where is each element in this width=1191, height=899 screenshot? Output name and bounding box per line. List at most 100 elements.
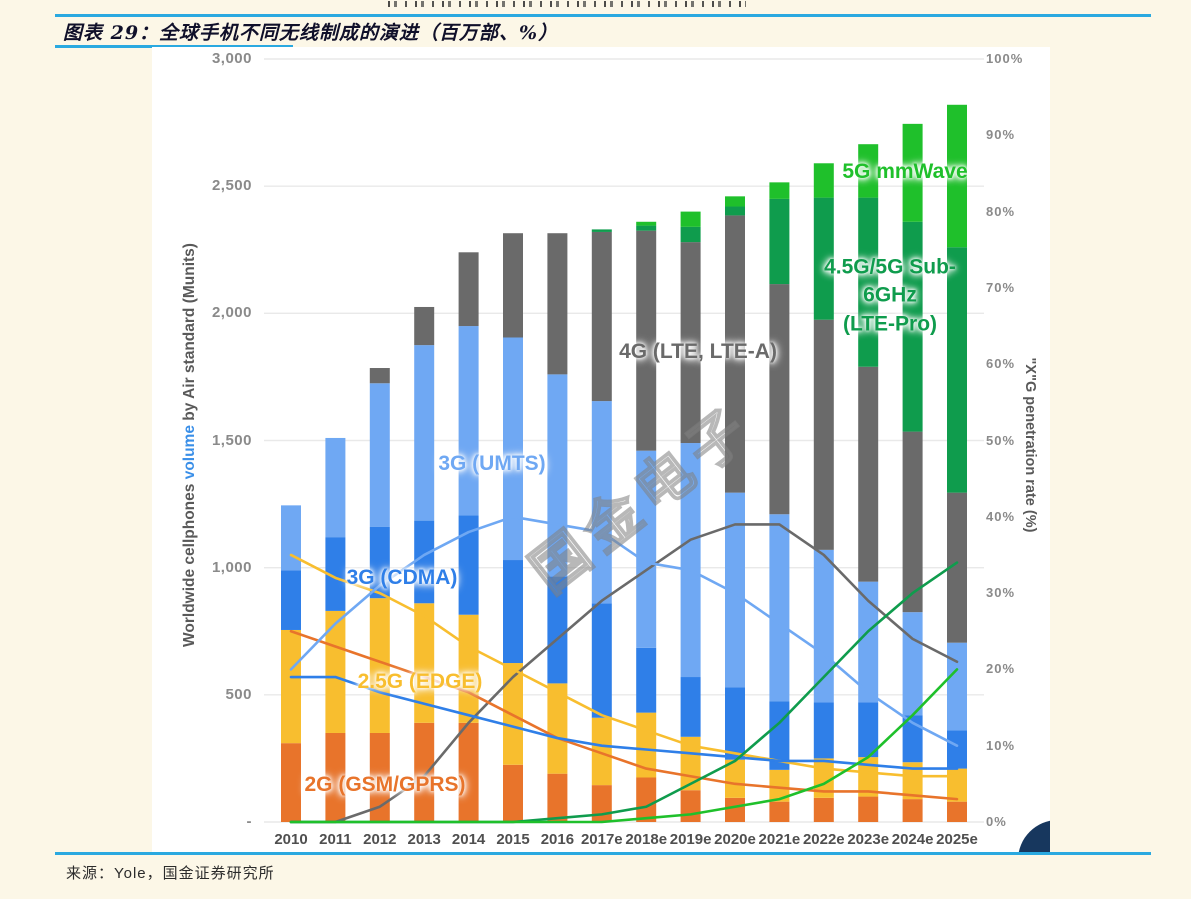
bar-segment: [458, 722, 479, 822]
bar-segment: [636, 230, 657, 451]
x-axis-label: 2022e: [802, 831, 845, 848]
x-axis-label: 2025e: [936, 831, 978, 848]
bar-segment: [636, 777, 657, 822]
bar-segment: [858, 702, 879, 758]
right-axis-tick: 100%: [986, 51, 1024, 66]
chart-plot: [264, 58, 1050, 852]
bar-segment: [680, 226, 701, 243]
left-axis-tick: -: [246, 813, 252, 830]
bar-segment: [591, 785, 612, 822]
bar-segment: [813, 319, 834, 550]
bar-segment: [947, 104, 967, 248]
bar-segment: [636, 225, 657, 231]
right-axis-tick: 70%: [986, 279, 1016, 295]
bar-segment: [547, 576, 568, 684]
series-label: 2.5G (EDGE): [357, 669, 483, 693]
bar-segment: [591, 603, 612, 718]
x-axis-label: 2018e: [625, 831, 668, 848]
bar-segment: [281, 743, 301, 822]
x-axis-label: 2023e: [847, 831, 890, 848]
bar-segment: [813, 163, 834, 198]
bar-segment: [281, 629, 301, 744]
bar-segment: [947, 730, 967, 769]
bar-segment: [414, 306, 435, 346]
penetration-line: [289, 523, 959, 824]
source-line: 来源：Yole，国金证券研究所: [66, 865, 275, 882]
bar-segment: [725, 797, 745, 822]
bar-segment: [858, 197, 879, 367]
bar-segment: [725, 206, 745, 216]
bar-segment: [680, 790, 701, 822]
x-axis-label: 2024e: [891, 831, 934, 848]
series-label: 5G mmWave: [842, 159, 968, 183]
bar-segment: [858, 581, 879, 703]
bar-segment: [902, 762, 923, 800]
bar-segment: [369, 368, 390, 384]
bar-segment: [902, 715, 923, 763]
series-label: 4G (LTE, LTE-A): [619, 339, 777, 363]
bar-segment: [591, 401, 612, 604]
bar-segment: [636, 647, 657, 713]
penetration-line: [289, 675, 959, 770]
left-axis-tick: 2,500: [211, 177, 252, 195]
divider-top: [55, 14, 1151, 17]
x-axis-label: 2011: [319, 831, 352, 848]
right-axis-tick: 90%: [986, 127, 1016, 143]
right-axis-tick: 20%: [986, 661, 1016, 677]
divider-under-title: [55, 45, 293, 48]
bar-segment: [725, 687, 745, 760]
bar-segment: [547, 233, 568, 375]
bar-segment: [680, 242, 701, 444]
bar-segment: [281, 505, 301, 571]
bar-segment: [369, 383, 390, 527]
bar-segment: [414, 345, 435, 521]
right-axis-tick: 40%: [986, 508, 1016, 524]
x-axis-label: 2019e: [669, 831, 712, 848]
bar-segment: [325, 732, 346, 822]
x-axis-label: 2021e: [758, 831, 801, 848]
bar-segment: [458, 515, 479, 615]
bar-segment: [947, 247, 967, 493]
bar-segment: [725, 196, 745, 207]
series-label: 3G (CDMA): [346, 565, 458, 589]
bar-segment: [458, 326, 479, 516]
bar-segment: [636, 221, 657, 226]
clipped-text-top: [388, 1, 746, 7]
penetration-line: [289, 629, 959, 801]
left-axis-tick: 500: [225, 685, 252, 703]
x-axis-label: 2020e: [714, 831, 756, 848]
bar-segment: [414, 603, 435, 723]
bar-segment: [902, 221, 923, 432]
left-axis-tick: 3,000: [211, 50, 252, 67]
bar-segment: [414, 520, 435, 604]
bar-segment: [902, 612, 923, 716]
bar-segment: [947, 801, 967, 822]
bar-segment: [769, 769, 790, 802]
bar-segment: [325, 437, 346, 538]
bar-segment: [902, 431, 923, 613]
penetration-line: [289, 515, 959, 748]
right-axis-tick: 0%: [986, 814, 1007, 829]
x-axis-label: 2014: [451, 831, 486, 848]
bar-segment: [769, 198, 790, 285]
bar-segment: [813, 797, 834, 822]
x-axis-label: 2010: [274, 831, 308, 848]
bar-segment: [769, 801, 790, 822]
bar-segment: [591, 717, 612, 786]
bar-segment: [325, 537, 346, 611]
bar-segment: [813, 549, 834, 703]
bar-segment: [769, 284, 790, 515]
bar-segment: [680, 677, 701, 737]
bar-segment: [858, 796, 879, 822]
bar-segment: [369, 526, 390, 599]
right-axis-tick: 30%: [986, 585, 1016, 601]
chart-panel: Worldwide cellphones volume by Air stand…: [152, 47, 1050, 852]
right-axis-tick: 80%: [986, 203, 1016, 219]
bar-segment: [769, 514, 790, 702]
right-axis-tick: 10%: [986, 737, 1016, 753]
corner-logo: [1018, 820, 1050, 852]
bar-segment: [503, 337, 523, 561]
series-label: 3G (UMTS): [438, 451, 546, 475]
bar-segment: [725, 492, 745, 688]
